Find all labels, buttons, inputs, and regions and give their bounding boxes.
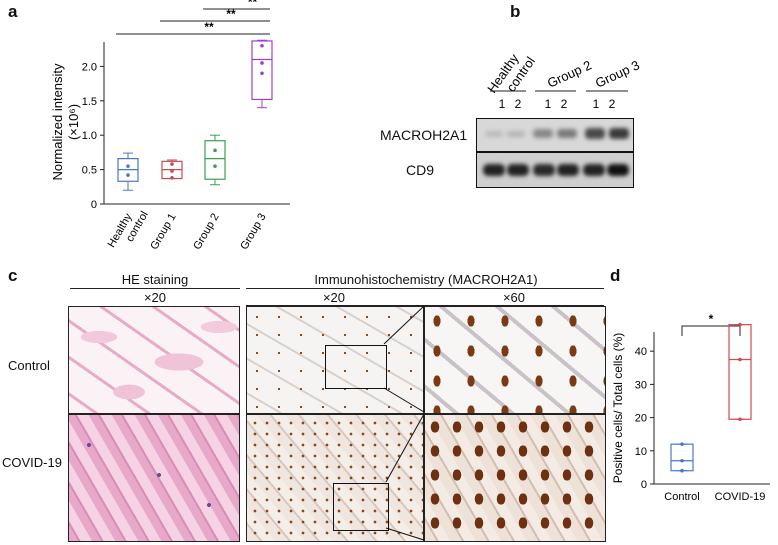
group-header-healthy: Healthy control: [484, 45, 538, 104]
significance-bracket: *: [681, 312, 741, 336]
data-point: [126, 164, 130, 168]
y-tick-label: 0: [641, 479, 647, 491]
data-point: [170, 162, 174, 166]
col-header-he: HE staining: [121, 272, 189, 287]
row-label-covid: COVID-19: [2, 455, 62, 470]
x-tick-label: COVID-19: [715, 491, 766, 503]
data-point: [680, 442, 684, 446]
data-point: [260, 43, 264, 48]
data-point: [738, 417, 742, 422]
significance-label: **: [204, 20, 214, 34]
box-group-2: [204, 134, 226, 186]
significance-label: **: [226, 7, 236, 21]
box-iqr: [251, 40, 273, 101]
col-header-ihc-rule: [246, 288, 604, 289]
micrograph-ihc-control-60: [424, 306, 606, 414]
lane-label: 1: [499, 97, 506, 111]
box-iqr: [728, 324, 752, 420]
box-iqr: [670, 443, 694, 472]
box-healthy-control: [117, 152, 139, 191]
col-header-he-rule: [70, 288, 240, 289]
box-control: [670, 442, 694, 473]
panel-letter-a: a: [8, 2, 18, 21]
inset-box-control: [325, 345, 387, 389]
micrograph-ihc-control-20: [246, 306, 424, 414]
lane-label: 2: [515, 97, 522, 111]
y-tick-label: 1.5: [82, 96, 97, 108]
y-tick-label: 40: [635, 346, 647, 358]
lane-label: 1: [593, 97, 600, 111]
significance-bracket: **: [116, 20, 270, 35]
mag-rule: [246, 305, 604, 306]
y-axis-label: Normalized intensity: [50, 63, 65, 181]
panel-letter-c: c: [8, 266, 18, 285]
blot-label-cd9: CD9: [406, 162, 435, 178]
micrograph-he-control: [68, 306, 240, 414]
data-point: [170, 176, 174, 180]
data-point: [738, 322, 742, 327]
group-header-group3: Group 3: [593, 57, 642, 90]
data-point: [260, 71, 264, 76]
lane-label: 2: [609, 97, 616, 111]
micrograph-he-covid: [68, 414, 240, 542]
significance-bracket: **: [203, 0, 270, 10]
significance-bracket: **: [160, 7, 270, 22]
row-label-control: Control: [8, 358, 50, 373]
panel-letter-d: d: [610, 266, 621, 285]
x-tick-label: Healthycontrol: [106, 203, 151, 256]
panel-a-boxplot: ****** 00.51.01.52.0 HealthycontrolGroup…: [50, 0, 290, 256]
col-header-ihc: Immunohistochemistry (MACROH2A1): [314, 272, 538, 287]
mag-label-he-20: ×20: [143, 290, 167, 305]
x-tick-label: Group 3: [238, 212, 268, 252]
data-point: [170, 169, 174, 173]
y-tick-label: 0: [91, 199, 97, 211]
group-header-group2: Group 2: [545, 57, 594, 90]
lane-label: 1: [545, 97, 552, 111]
x-tick-label: Group 2: [191, 212, 221, 252]
blot-label-macroh2a1: MACROH2A1: [380, 127, 468, 143]
panel-d-boxplot: * 0 10 20 30 40 Control COVID-19 Positive cel…: [611, 312, 770, 503]
box-iqr: [204, 140, 226, 180]
y-axis-label: Positive cells/ Total cells (%): [611, 333, 625, 484]
mag-label-ihc-20: ×20: [322, 290, 346, 305]
blot-strip-cd9: [476, 152, 634, 188]
micrograph-ihc-covid-20: [246, 414, 424, 542]
y-tick-label: 30: [635, 379, 647, 391]
inset-box-covid: [333, 483, 389, 531]
significance-label: **: [248, 0, 258, 9]
data-point: [680, 458, 684, 463]
data-point: [260, 61, 264, 65]
data-point: [680, 468, 684, 473]
micrograph-ihc-covid-60: [424, 414, 606, 542]
y-tick-label: 10: [635, 446, 647, 458]
y-axis-label-unit: (×10⁶): [66, 104, 81, 140]
data-point: [213, 164, 217, 168]
data-point: [213, 148, 217, 153]
y-axis-label-line1: Normalized intensity: [50, 63, 65, 181]
blot-strip-macroh2a1: [476, 118, 634, 152]
box-group-1: [161, 159, 183, 180]
box-covid-19: [728, 322, 752, 422]
y-tick-label: 20: [635, 413, 647, 425]
mag-label-ihc-60: ×60: [502, 290, 526, 305]
y-tick-label: 1.0: [82, 130, 97, 142]
panel-letter-b: b: [510, 2, 521, 21]
y-tick-label: 2.0: [82, 61, 97, 73]
box-group-3: [251, 39, 273, 109]
x-tick-label: Control: [664, 491, 699, 503]
x-tick-label: Group 1: [148, 212, 178, 252]
lane-label: 2: [561, 97, 568, 111]
significance-label: *: [709, 312, 714, 326]
data-point: [738, 357, 742, 362]
y-tick-label: 0.5: [82, 165, 97, 177]
data-point: [126, 173, 130, 177]
